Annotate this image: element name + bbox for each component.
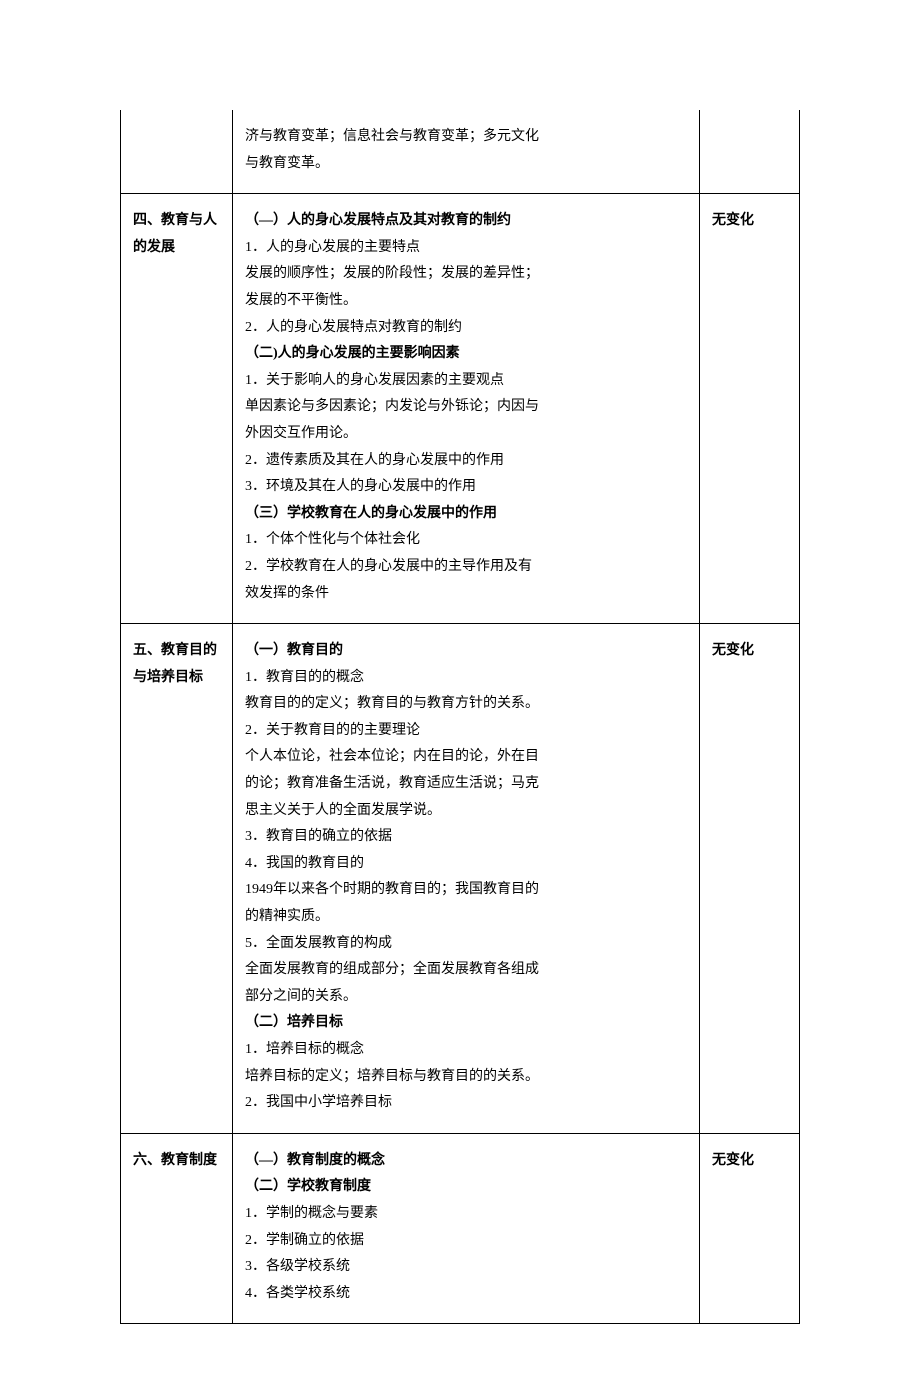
- section-title: 六、教育制度: [133, 1153, 217, 1168]
- content-line: 3．各级学校系统: [245, 1254, 687, 1281]
- content-line: 效发挥的条件: [245, 581, 687, 608]
- section-title-cell: [121, 110, 233, 194]
- table-row: 四、教育与人的发展 （—）人的身心发展特点及其对教育的制约1．人的身心发展的主要特…: [121, 194, 800, 624]
- content-line: 的精神实质。: [245, 904, 687, 931]
- document-page: 济与教育变革；信息社会与教育变革；多元文化与教育变革。四、教育与人的发展（—）人…: [0, 0, 920, 1384]
- content-line: 1．人的身心发展的主要特点: [245, 235, 687, 262]
- status-cell: 无变化: [700, 1133, 800, 1324]
- content-line: 1．学制的概念与要素: [245, 1201, 687, 1228]
- content-line: 1949年以来各个时期的教育目的；我国教育目的: [245, 877, 687, 904]
- content-line: 单因素论与多因素论；内发论与外铄论；内因与: [245, 394, 687, 421]
- content-line: 2．学制确立的依据: [245, 1228, 687, 1255]
- content-heading: （二）学校教育制度: [245, 1174, 687, 1201]
- status-cell: [700, 110, 800, 194]
- content-line: 4．我国的教育目的: [245, 851, 687, 878]
- content-line: 3．环境及其在人的身心发展中的作用: [245, 474, 687, 501]
- content-line: 济与教育变革；信息社会与教育变革；多元文化: [245, 124, 687, 151]
- table-row: 济与教育变革；信息社会与教育变革；多元文化与教育变革。: [121, 110, 800, 194]
- content-cell: （一）教育目的1．教育目的的概念教育目的的定义；教育目的与教育方针的关系。2．关…: [233, 624, 700, 1134]
- content-line: 2．我国中小学培养目标: [245, 1090, 687, 1117]
- status-text: 无变化: [712, 1153, 754, 1168]
- content-line: 1．培养目标的概念: [245, 1037, 687, 1064]
- section-title: 四、教育与人的发展: [133, 213, 217, 255]
- content-line: 的论；教育准备生活说，教育适应生活说；马克: [245, 771, 687, 798]
- content-line: 3．教育目的确立的依据: [245, 824, 687, 851]
- table-row: 五、教育目的与培养目标 （一）教育目的1．教育目的的概念教育目的的定义；教育目的与…: [121, 624, 800, 1134]
- content-cell: （—）人的身心发展特点及其对教育的制约1．人的身心发展的主要特点发展的顺序性；发…: [233, 194, 700, 624]
- status-cell: 无变化: [700, 194, 800, 624]
- content-line: 1．教育目的的概念: [245, 665, 687, 692]
- content-line: 2．关于教育目的的主要理论: [245, 718, 687, 745]
- content-line: 4．各类学校系统: [245, 1281, 687, 1308]
- content-cell: （—）教育制度的概念（二）学校教育制度1．学制的概念与要素2．学制确立的依据3．…: [233, 1133, 700, 1324]
- section-title-cell: 五、教育目的与培养目标: [121, 624, 233, 1134]
- content-line: 教育目的的定义；教育目的与教育方针的关系。: [245, 691, 687, 718]
- content-heading: （三）学校教育在人的身心发展中的作用: [245, 501, 687, 528]
- content-cell: 济与教育变革；信息社会与教育变革；多元文化与教育变革。: [233, 110, 700, 194]
- content-line: 思主义关于人的全面发展学说。: [245, 798, 687, 825]
- status-cell: 无变化: [700, 624, 800, 1134]
- content-line: 与教育变革。: [245, 151, 687, 178]
- content-line: 5．全面发展教育的构成: [245, 931, 687, 958]
- section-title-cell: 四、教育与人的发展: [121, 194, 233, 624]
- content-heading: （—）教育制度的概念: [245, 1148, 687, 1175]
- content-line: 全面发展教育的组成部分；全面发展教育各组成: [245, 957, 687, 984]
- content-heading: （—）人的身心发展特点及其对教育的制约: [245, 208, 687, 235]
- content-line: 发展的顺序性；发展的阶段性；发展的差异性；: [245, 261, 687, 288]
- section-title-cell: 六、教育制度: [121, 1133, 233, 1324]
- content-line: 2．学校教育在人的身心发展中的主导作用及有: [245, 554, 687, 581]
- content-line: 个人本位论，社会本位论；内在目的论，外在目: [245, 744, 687, 771]
- section-title: 五、教育目的与培养目标: [133, 643, 217, 685]
- content-line: 部分之间的关系。: [245, 984, 687, 1011]
- status-text: 无变化: [712, 213, 754, 228]
- content-line: 培养目标的定义；培养目标与教育目的的关系。: [245, 1064, 687, 1091]
- status-text: 无变化: [712, 643, 754, 658]
- syllabus-table: 济与教育变革；信息社会与教育变革；多元文化与教育变革。四、教育与人的发展（—）人…: [120, 110, 800, 1324]
- content-heading: （一）教育目的: [245, 638, 687, 665]
- content-line: 2．人的身心发展特点对教育的制约: [245, 315, 687, 342]
- content-line: 发展的不平衡性。: [245, 288, 687, 315]
- content-heading: （二)人的身心发展的主要影响因素: [245, 341, 687, 368]
- content-line: 外因交互作用论。: [245, 421, 687, 448]
- content-line: 2．遗传素质及其在人的身心发展中的作用: [245, 448, 687, 475]
- content-heading: （二）培养目标: [245, 1010, 687, 1037]
- table-body: 济与教育变革；信息社会与教育变革；多元文化与教育变革。四、教育与人的发展（—）人…: [121, 110, 800, 1324]
- content-line: 1．关于影响人的身心发展因素的主要观点: [245, 368, 687, 395]
- table-row: 六、教育制度 （—）教育制度的概念（二）学校教育制度1．学制的概念与要素2．学制确…: [121, 1133, 800, 1324]
- content-line: 1．个体个性化与个体社会化: [245, 527, 687, 554]
